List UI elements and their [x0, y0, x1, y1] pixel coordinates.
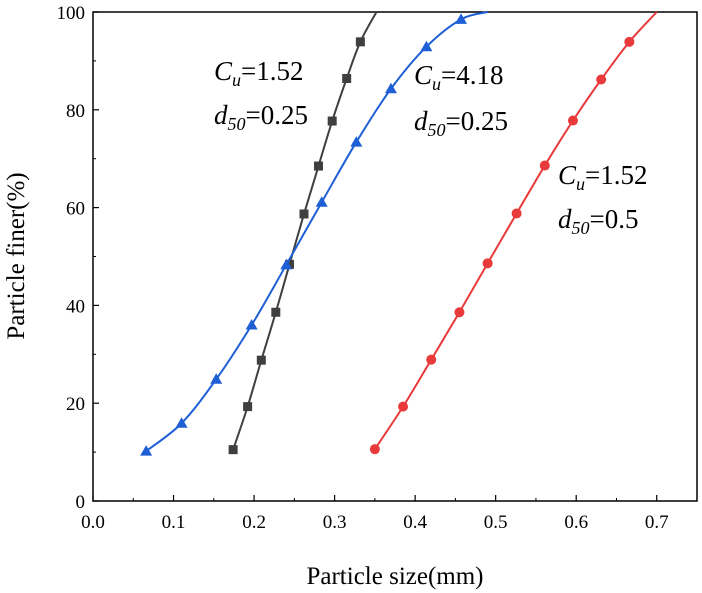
- data-point-square: [313, 161, 323, 171]
- x-axis-title: Particle size(mm): [306, 563, 483, 590]
- annotation-d50-black: d50=0.25: [214, 100, 308, 134]
- x-tick-label: 0.0: [81, 512, 105, 533]
- y-tick-label: 20: [66, 394, 85, 415]
- data-point-triangle: [210, 373, 223, 384]
- data-point-square: [342, 74, 352, 84]
- y-tick-label: 0: [76, 492, 86, 513]
- series-circle: [369, 11, 658, 455]
- x-tick-label: 0.5: [484, 512, 508, 533]
- x-tick-label: 0.2: [242, 512, 266, 533]
- y-axis-ticks: 0 20 40 60 80 100: [57, 3, 99, 513]
- data-point-triangle: [455, 13, 468, 24]
- series-triangle: [140, 11, 488, 456]
- series-square: [228, 11, 378, 455]
- data-point-circle: [454, 307, 465, 318]
- data-point-circle: [398, 401, 409, 412]
- data-point-circle: [539, 160, 550, 171]
- y-tick-label: 100: [57, 3, 86, 24]
- data-point-circle: [624, 36, 635, 47]
- data-point-circle: [369, 444, 380, 455]
- x-tick-label: 0.4: [403, 512, 427, 533]
- x-axis-ticks: 0.0 0.1 0.2 0.3 0.4 0.5 0.6 0.7: [81, 495, 669, 533]
- data-point-square: [327, 116, 337, 126]
- data-point-circle: [426, 354, 437, 365]
- y-tick-label: 40: [66, 296, 85, 317]
- data-point-circle: [596, 74, 607, 85]
- data-point-triangle: [175, 417, 188, 428]
- data-point-triangle: [280, 258, 293, 270]
- data-point-square: [355, 37, 365, 47]
- data-point-square: [228, 445, 238, 455]
- data-point-triangle: [245, 318, 258, 330]
- data-point-circle: [511, 208, 522, 219]
- data-point-square: [243, 402, 253, 412]
- annotation-d50-blue: d50=0.25: [414, 106, 508, 140]
- annotation-cu-black: Cu=1.52: [214, 56, 304, 90]
- data-point-square: [285, 259, 295, 269]
- y-tick-label: 60: [66, 199, 85, 220]
- x-tick-label: 0.3: [323, 512, 347, 533]
- annotation-cu-red: Cu=1.52: [558, 160, 648, 194]
- data-point-triangle: [140, 445, 153, 456]
- annotation-d50-red: d50=0.5: [558, 204, 638, 238]
- data-point-circle: [482, 258, 493, 269]
- series-layer: [140, 11, 658, 456]
- data-point-triangle: [350, 136, 363, 147]
- data-point-triangle: [315, 196, 328, 207]
- x-tick-label: 0.6: [564, 512, 588, 533]
- data-point-circle: [567, 115, 578, 126]
- y-tick-label: 80: [66, 101, 85, 122]
- data-point-triangle: [384, 82, 397, 94]
- x-tick-label: 0.7: [645, 512, 669, 533]
- x-tick-label: 0.1: [162, 512, 186, 533]
- annotation-cu-blue: Cu=4.18: [414, 60, 504, 94]
- data-point-square: [256, 355, 266, 365]
- data-point-square: [299, 209, 309, 219]
- data-point-square: [271, 307, 281, 317]
- y-axis-title: Particle finer(%): [3, 172, 30, 339]
- data-point-triangle: [420, 40, 433, 52]
